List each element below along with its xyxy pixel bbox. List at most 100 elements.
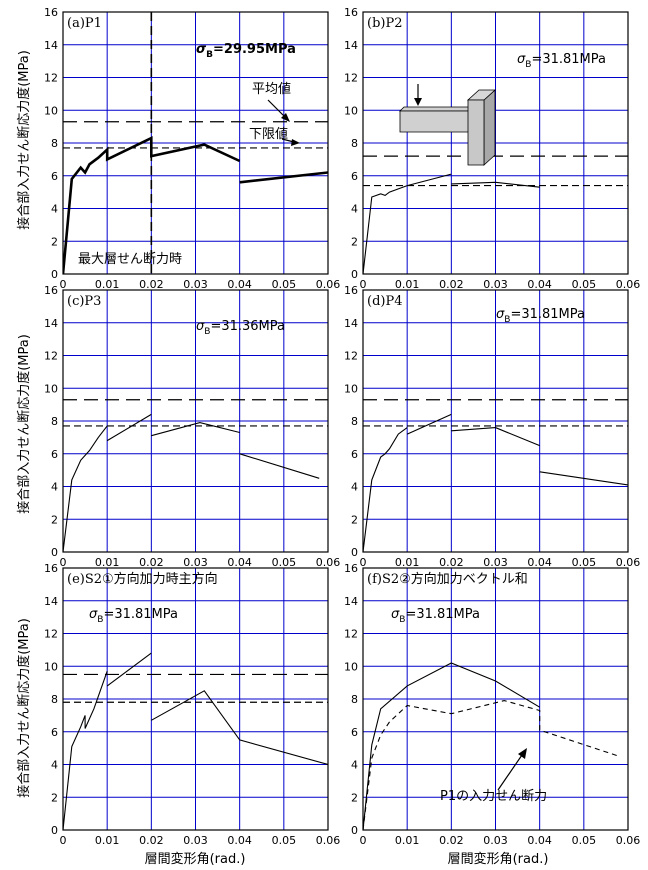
y-tick-label: 2 xyxy=(351,235,358,248)
sigma-b-label: σB=31.81MPa xyxy=(517,52,606,70)
plot-frame xyxy=(62,567,329,831)
x-tick-label: 0.01 xyxy=(95,556,120,569)
x-tick-label: 0.06 xyxy=(616,556,641,569)
x-tick-label: 0 xyxy=(60,834,67,847)
x-tick-label: 0.03 xyxy=(483,834,508,847)
y-tick-label: 12 xyxy=(44,72,58,85)
y-tick-label: 0 xyxy=(51,824,58,837)
x-tick-label: 0.06 xyxy=(316,278,341,291)
y-tick-label: 4 xyxy=(51,481,58,494)
plot-frame xyxy=(362,289,629,553)
panel-label: (e)S2①方向加力時主方向 xyxy=(67,571,218,587)
x-tick-label: 0.04 xyxy=(527,834,552,847)
x-tick-label: 0.05 xyxy=(572,556,597,569)
x-tick-label: 0 xyxy=(60,278,67,291)
p1-input-arrow xyxy=(497,754,523,791)
series-1-segment-0 xyxy=(363,700,620,830)
y-axis-title-row1: 接合部入力せん断応力度(MPa) xyxy=(16,50,32,230)
series-0-segment-1 xyxy=(406,413,452,435)
y-tick-label: 14 xyxy=(44,595,58,608)
chart-panel-f: 0 2 4 6 8 10 12 14 16 0 0.01 0.02 0.03 0.04 0.05 0.06 (f… xyxy=(344,562,640,847)
series-0-segment-2 xyxy=(451,427,540,447)
y-tick-label: 10 xyxy=(44,104,58,117)
x-tick-label: 0.05 xyxy=(272,556,297,569)
x-tick-label: 0.04 xyxy=(527,278,552,291)
y-tick-label: 0 xyxy=(351,268,358,281)
x-tick-label: 0.05 xyxy=(572,834,597,847)
y-tick-label: 14 xyxy=(44,39,58,52)
y-tick-label: 10 xyxy=(344,104,358,117)
y-tick-label: 8 xyxy=(351,137,358,150)
y-tick-label: 0 xyxy=(51,546,58,559)
y-tick-label: 0 xyxy=(351,546,358,559)
x-tick-label: 0.02 xyxy=(439,278,464,291)
sigma-b-label: σB=31.81MPa xyxy=(89,607,178,625)
x-tick-label: 0.01 xyxy=(95,278,120,291)
y-tick-label: 12 xyxy=(344,350,358,363)
x-tick-label: 0.05 xyxy=(572,278,597,291)
y-tick-label: 8 xyxy=(51,415,58,428)
series-0-segment-1 xyxy=(451,181,540,188)
series-0-segment-3 xyxy=(239,453,320,479)
x-tick-label: 0.04 xyxy=(227,834,252,847)
x-tick-label: 0.03 xyxy=(183,556,208,569)
y-tick-label: 8 xyxy=(51,693,58,706)
p1-input-label: P1の入力せん断力 xyxy=(440,789,547,804)
x-tick-label: 0.04 xyxy=(227,278,252,291)
y-tick-label: 4 xyxy=(51,203,58,216)
x-tick-label: 0 xyxy=(360,556,367,569)
series-0-segment-2 xyxy=(151,690,328,766)
chart-panel-a: 0 2 4 6 8 10 12 14 16 0 0.01 0.02 0.03 0.04 0.05 0.06 (a… xyxy=(44,6,340,291)
chart-panel-d: 0 2 4 6 8 10 12 14 16 0 0.01 0.02 0.03 0.04 0.05 0.06 (d… xyxy=(344,284,640,569)
y-tick-label: 16 xyxy=(344,562,358,575)
p1-input-arrow-head xyxy=(518,748,527,759)
y-tick-label: 6 xyxy=(51,170,58,183)
plot-frame xyxy=(62,11,329,275)
y-tick-label: 8 xyxy=(351,415,358,428)
x-tick-label: 0.03 xyxy=(483,556,508,569)
chart-panel-c: 0 2 4 6 8 10 12 14 16 0 0.01 0.02 0.03 0.04 0.05 0.06 (c… xyxy=(44,284,340,569)
series-0-segment-1 xyxy=(239,171,328,184)
sigma-b-label: σB=31.81MPa xyxy=(496,307,585,325)
y-tick-label: 2 xyxy=(351,791,358,804)
x-tick-label: 0.03 xyxy=(483,278,508,291)
y-tick-label: 0 xyxy=(51,268,58,281)
sigma-b-label: σB=29.95MPa xyxy=(196,42,296,60)
series-0-segment-3 xyxy=(539,471,628,486)
y-tick-label: 12 xyxy=(44,350,58,363)
plot-frame xyxy=(362,11,629,275)
y-axis-title-row2: 接合部入力せん断応力度(MPa) xyxy=(16,334,32,514)
y-tick-label: 10 xyxy=(344,660,358,673)
series-0-segment-1 xyxy=(106,413,152,442)
x-tick-label: 0.04 xyxy=(227,556,252,569)
x-tick-label: 0.06 xyxy=(316,834,341,847)
y-tick-label: 6 xyxy=(351,726,358,739)
y-tick-label: 4 xyxy=(351,481,358,494)
y-tick-label: 6 xyxy=(51,448,58,461)
x-tick-label: 0.02 xyxy=(439,834,464,847)
panel-label: (d)P4 xyxy=(367,294,402,309)
sigma-b-label: σB=31.81MPa xyxy=(391,607,480,625)
chart-panel-b: 0 2 4 6 8 10 12 14 16 0 0.01 0.02 0.03 0.04 0.05 0.06 (b… xyxy=(344,6,640,291)
beam-front xyxy=(399,110,474,133)
column-side xyxy=(483,89,496,166)
lower-label: 下限値 xyxy=(249,126,288,142)
y-tick-label: 4 xyxy=(51,759,58,772)
x-tick-label: 0.06 xyxy=(616,834,641,847)
x-tick-label: 0.04 xyxy=(527,556,552,569)
series-0-segment-2 xyxy=(151,422,240,437)
panel-label: (f)S2②方向加力ベクトル和 xyxy=(367,571,528,587)
y-tick-label: 10 xyxy=(44,660,58,673)
y-tick-label: 12 xyxy=(44,628,58,641)
lower-arrow-head xyxy=(291,139,300,146)
x-tick-label: 0.01 xyxy=(95,834,120,847)
y-tick-label: 8 xyxy=(351,693,358,706)
column-front xyxy=(467,99,485,166)
y-axis-title-row3: 接合部入力せん断応力度(MPa) xyxy=(16,618,32,798)
y-tick-label: 2 xyxy=(51,513,58,526)
x-axis-title-right: 層間変形角(rad.) xyxy=(448,851,549,867)
plot-frame xyxy=(62,289,329,553)
x-tick-label: 0.05 xyxy=(272,278,297,291)
x-tick-label: 0.06 xyxy=(616,278,641,291)
